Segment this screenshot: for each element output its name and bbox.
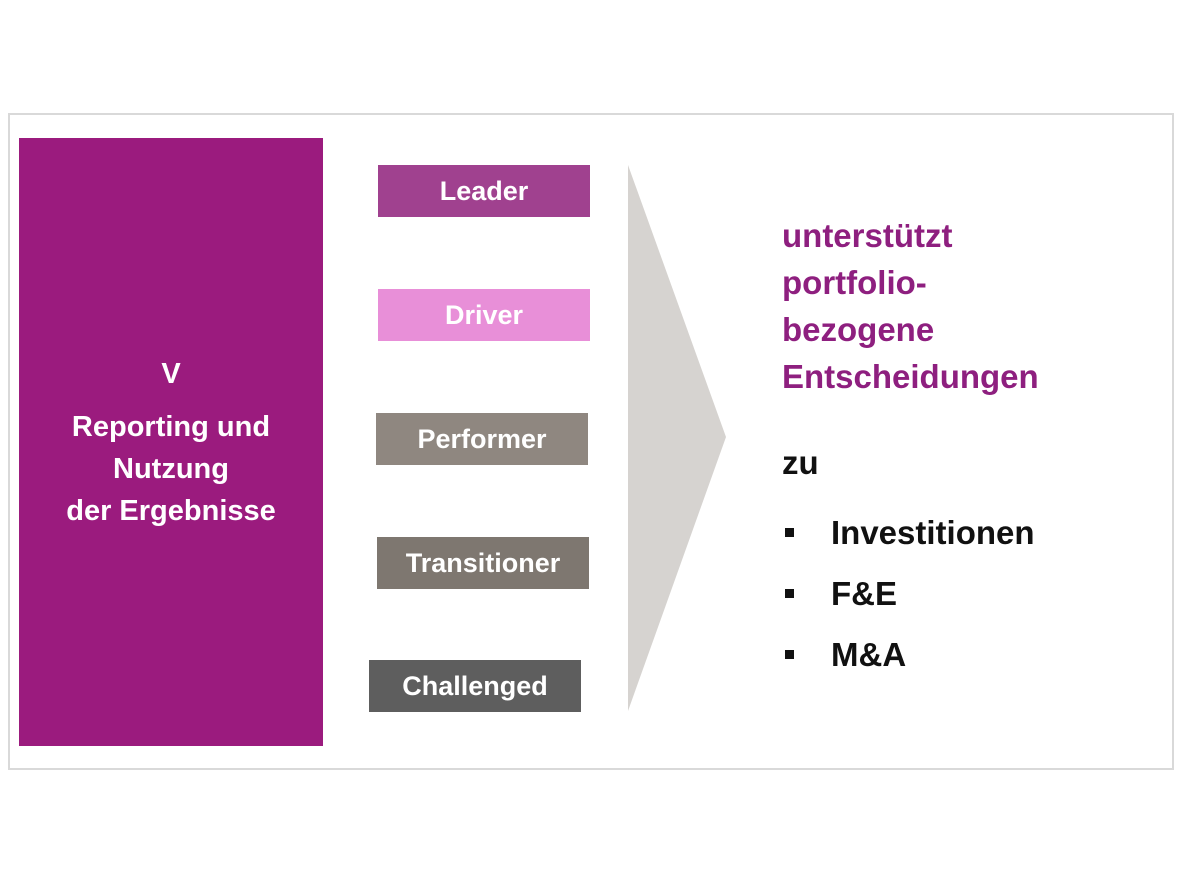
category-challenged: Challenged bbox=[369, 660, 581, 712]
list-item-label: F&E bbox=[831, 574, 897, 612]
category-performer: Performer bbox=[376, 413, 588, 465]
list-item: Investitionen bbox=[782, 502, 1035, 563]
bullet-icon bbox=[785, 650, 794, 659]
decision-list: Investitionen F&E M&A bbox=[782, 502, 1035, 685]
bullet-icon bbox=[785, 589, 794, 598]
list-item: F&E bbox=[782, 563, 1035, 624]
list-item: M&A bbox=[782, 624, 1035, 685]
headline-line: portfolio- bbox=[782, 264, 927, 301]
phase-title-line: der Ergebnisse bbox=[66, 494, 276, 527]
phase-numeral: V bbox=[161, 357, 181, 390]
category-leader: Leader bbox=[378, 165, 590, 217]
list-item-label: Investitionen bbox=[831, 513, 1035, 551]
zu-label: zu bbox=[782, 444, 819, 481]
phase-box: V Reporting und Nutzung der Ergebnisse bbox=[19, 138, 323, 746]
list-item-label: M&A bbox=[831, 635, 907, 673]
headline-line: bezogene bbox=[782, 311, 935, 348]
category-transitioner: Transitioner bbox=[377, 537, 589, 589]
bullet-icon bbox=[785, 528, 794, 537]
chevron-arrow-icon bbox=[628, 165, 726, 711]
headline-line: Entscheidungen bbox=[782, 358, 1039, 395]
category-driver: Driver bbox=[378, 289, 590, 341]
headline-line: unterstützt bbox=[782, 217, 953, 254]
headline: unterstützt portfolio- bezogene Entschei… bbox=[782, 212, 1039, 400]
diagram-frame bbox=[8, 113, 1174, 770]
phase-title-line: Nutzung bbox=[113, 452, 229, 485]
phase-title-line: Reporting und bbox=[71, 410, 271, 443]
